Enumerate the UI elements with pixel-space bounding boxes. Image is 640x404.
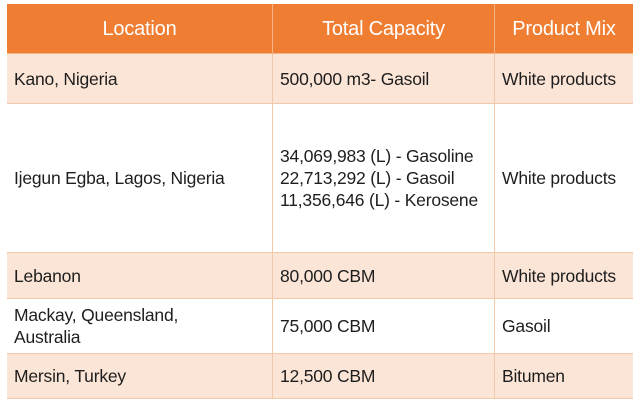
header-location: Location [7,4,273,54]
capacity-lines: 34,069,983 (L) - Gasoline 22,713,292 (L)… [280,145,478,211]
location-cell: Mackay, Queensland, Australia [7,299,273,354]
product-mix-cell: Bitumen [495,354,633,399]
location-cell: Lebanon [7,253,273,299]
table-row: Mackay, Queensland, Australia 75,000 CBM… [7,299,633,354]
product-mix-cell: White products [495,54,633,104]
capacity-cell: 75,000 CBM [273,299,495,354]
capacity-cell: 500,000 m3- Gasoil [273,54,495,104]
capacity-cell: 80,000 CBM [273,253,495,299]
location-cell: Kano, Nigeria [7,54,273,104]
capacity-table: Location Total Capacity Product Mix Kano… [7,4,633,399]
location-cell: Ijegun Egba, Lagos, Nigeria [7,104,273,253]
capacity-cell: 34,069,983 (L) - Gasoline 22,713,292 (L)… [273,104,495,253]
table-header-row: Location Total Capacity Product Mix [7,4,633,54]
location-lines: Mackay, Queensland, Australia [14,304,178,348]
product-mix-cell: White products [495,253,633,299]
capacity-line: 11,356,646 (L) - Kerosene [280,190,479,210]
header-total-capacity: Total Capacity [273,4,495,54]
header-product-mix: Product Mix [495,4,633,54]
location-line: Mackay, Queensland, [14,305,179,325]
table-row: Kano, Nigeria 500,000 m3- Gasoil White p… [7,54,633,104]
table-row: Lebanon 80,000 CBM White products [7,253,633,299]
location-cell: Mersin, Turkey [7,354,273,399]
capacity-cell: 12,500 CBM [273,354,495,399]
capacity-line: 34,069,983 (L) - Gasoline [280,146,474,166]
table-row: Mersin, Turkey 12,500 CBM Bitumen [7,354,633,399]
location-line: Australia [14,327,81,347]
capacity-line: 22,713,292 (L) - Gasoil [280,168,455,188]
product-mix-cell: Gasoil [495,299,633,354]
table-row: Ijegun Egba, Lagos, Nigeria 34,069,983 (… [7,104,633,253]
product-mix-cell: White products [495,104,633,253]
